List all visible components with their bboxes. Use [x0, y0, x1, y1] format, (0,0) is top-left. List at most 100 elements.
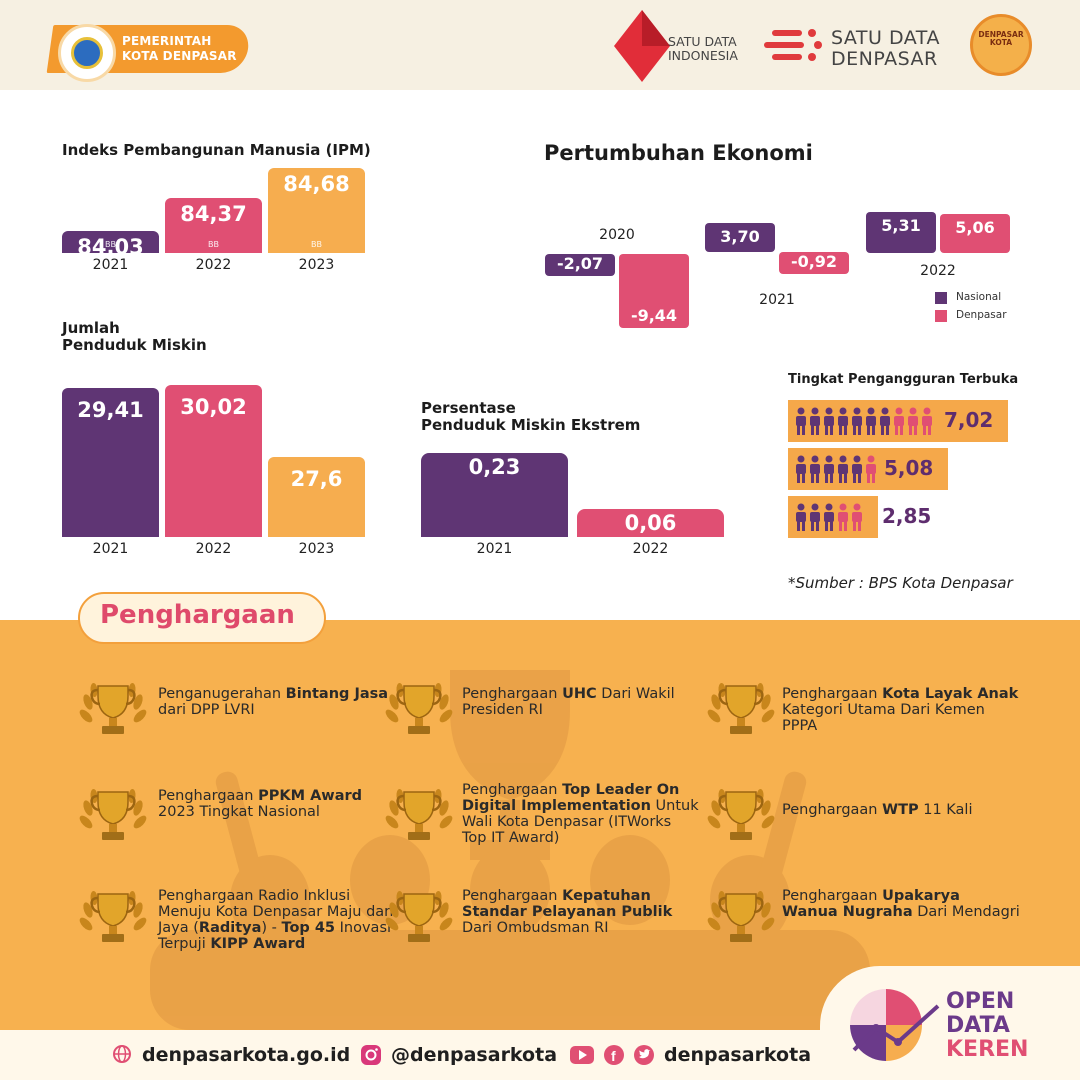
award-highlight: PPKM Award: [258, 788, 363, 804]
award-highlight: Top 45: [281, 920, 336, 936]
satu-data-indonesia-logo-icon: [614, 10, 670, 82]
award-segment: ) -: [261, 920, 282, 936]
poverty-year-2022: 2022: [195, 541, 232, 557]
ipm-badge-2022: BB: [208, 240, 219, 249]
poverty-title-line2: Penduduk Miskin: [62, 336, 207, 354]
extreme-year-2021: 2021: [476, 541, 513, 557]
growth-value-2020-Denpasar: -9,44: [630, 305, 678, 325]
footer-social[interactable]: denpasarkota: [664, 1044, 812, 1066]
instagram-icon[interactable]: [360, 1044, 382, 1066]
growth-bar-2022-Denpasar: [940, 213, 1010, 253]
growth-value-2021-Denpasar: -0,92: [790, 252, 838, 271]
award-highlight: Raditya: [198, 920, 262, 936]
growth-bar-2020-Denpasar: [619, 254, 689, 328]
award-text: Penghargaan WTP 11 Kali: [782, 802, 1020, 818]
award-highlight: Kepatuhan Standar Pelayanan Publik: [462, 888, 673, 920]
award-segment: Penghargaan: [782, 686, 883, 702]
growth-bar-2021-Nasional: [705, 223, 775, 252]
satu-data-denpasar-logo-icon: [764, 29, 822, 61]
award-text: Penghargaan Radio Inklusi Menuju Kota De…: [158, 888, 396, 952]
extreme-title-line1: Persentase: [421, 399, 516, 417]
extreme-bar-2022: [577, 509, 724, 537]
legend-nasional: Nasional: [956, 291, 1002, 303]
odk-line1: OPEN: [946, 989, 1015, 1014]
ipm-value-2023: 84,68: [283, 172, 350, 196]
satu-data-indonesia-label: SATU DATA INDONESIA: [668, 35, 738, 63]
unemp-people-icon-0: [796, 407, 932, 435]
growth-value-2022-Nasional: 5,31: [881, 215, 921, 235]
facebook-icon[interactable]: f: [603, 1044, 625, 1066]
award-segment: Penghargaan: [462, 782, 563, 798]
award-segment: Penganugerahan: [158, 686, 286, 702]
trophy-icon: [79, 683, 147, 734]
award-highlight: KIPP Award: [210, 936, 306, 952]
award-text: Penghargaan Upakarya Wanua Nugraha Dari …: [782, 888, 1020, 920]
growth-title: Pertumbuhan Ekonomi: [544, 141, 813, 165]
awards-title-pill: [78, 592, 326, 644]
poverty-bar-2022: [165, 384, 262, 537]
award-highlight: UHC: [562, 686, 597, 702]
award-segment: Kategori Utama Dari Kemen PPPA: [782, 702, 985, 734]
growth-bar-2020-Nasional: [545, 254, 615, 276]
sdi-line2: INDONESIA: [668, 48, 738, 63]
open-data-keren-text: OPEN DATA KEREN: [946, 990, 1028, 1062]
twitter-icon[interactable]: [633, 1044, 655, 1066]
growth-value-2020-Nasional: -2,07: [556, 254, 604, 273]
ipm-value-2021: 84,03: [77, 234, 144, 259]
poverty-value-2022: 30,02: [180, 394, 247, 419]
award-text: Penghargaan UHC Dari Wakil Presiden RI: [462, 686, 700, 718]
award-segment: Dari Wakil Presiden RI: [462, 686, 675, 718]
ipm-badge-2021: BB: [105, 240, 116, 249]
growth-value-2021-Nasional: 3,70: [720, 227, 760, 247]
trophy-icon: [707, 683, 775, 734]
footer-website[interactable]: denpasarkota.go.id: [142, 1044, 351, 1066]
award-text: Penghargaan Top Leader On Digital Implem…: [462, 782, 700, 846]
poverty-value-2023: 27,6: [290, 467, 343, 491]
unemp-value-1: 5,08: [884, 456, 934, 480]
award-text: Penghargaan Kepatuhan Standar Pelayanan …: [462, 888, 700, 936]
trophy-crowd-silhouette-icon: [150, 670, 870, 1030]
growth-year-2021: 2021: [759, 292, 795, 308]
trophy-icon: [385, 891, 453, 942]
denpasar-emblem-icon: [58, 24, 116, 82]
award-segment: Penghargaan: [782, 888, 883, 904]
award-segment: Penghargaan: [462, 686, 563, 702]
unemp-people-icon-2: [796, 503, 862, 531]
extreme-title-line2: Penduduk Miskin Ekstrem: [421, 416, 641, 434]
trophy-icon: [79, 891, 147, 942]
footer-instagram[interactable]: @denpasarkota: [391, 1044, 558, 1066]
odk-line2: DATA: [946, 1013, 1010, 1038]
award-segment: Penghargaan: [462, 888, 563, 904]
poverty-bar-2023: [268, 457, 365, 537]
legend-denpasar-swatch: [935, 310, 947, 322]
gov-line2: KOTA DENPASAR: [122, 49, 237, 63]
government-label: PEMERINTAH KOTA DENPASAR: [122, 34, 237, 64]
trophy-icon: [385, 683, 453, 734]
award-highlight: Top Leader On Digital Implementation: [462, 782, 680, 814]
award-highlight: Upakarya Wanua Nugraha: [782, 888, 960, 920]
award-segment: Penghargaan: [782, 802, 883, 818]
award-highlight: WTP: [882, 802, 919, 818]
extreme-poverty-title: Persentase Penduduk Miskin Ekstrem: [421, 400, 640, 434]
trophy-icon: [385, 789, 453, 840]
growth-year-2020: 2020: [599, 227, 635, 243]
satu-data-denpasar-label: SATU DATA DENPASAR: [831, 28, 940, 70]
award-segment: Dari Mendagri: [912, 904, 1020, 920]
dk-line2: KOTA: [989, 38, 1013, 47]
award-text: Penghargaan Kota Layak Anak Kategori Uta…: [782, 686, 1020, 734]
poverty-year-2023: 2023: [298, 541, 335, 557]
unemp-value-0: 7,02: [944, 408, 994, 432]
growth-value-2022-Denpasar: 5,06: [955, 217, 995, 237]
poverty-value-2021: 29,41: [77, 397, 144, 422]
ipm-year-2021: 2021: [92, 257, 129, 273]
odk-line3: KEREN: [946, 1037, 1029, 1062]
award-segment: dari DPP LVRI: [158, 702, 255, 718]
ipm-bar-2021: [62, 230, 159, 253]
extreme-value-2022: 0,06: [624, 511, 677, 535]
ipm-title: Indeks Pembangunan Manusia (IPM): [62, 141, 371, 159]
poverty-title-line1: Jumlah: [62, 319, 120, 337]
gov-line1: PEMERINTAH: [122, 34, 212, 48]
sdi-line1: SATU DATA: [668, 34, 737, 49]
youtube-icon[interactable]: [570, 1045, 594, 1065]
unemployment-title: Tingkat Pengangguran Terbuka: [788, 372, 1019, 387]
